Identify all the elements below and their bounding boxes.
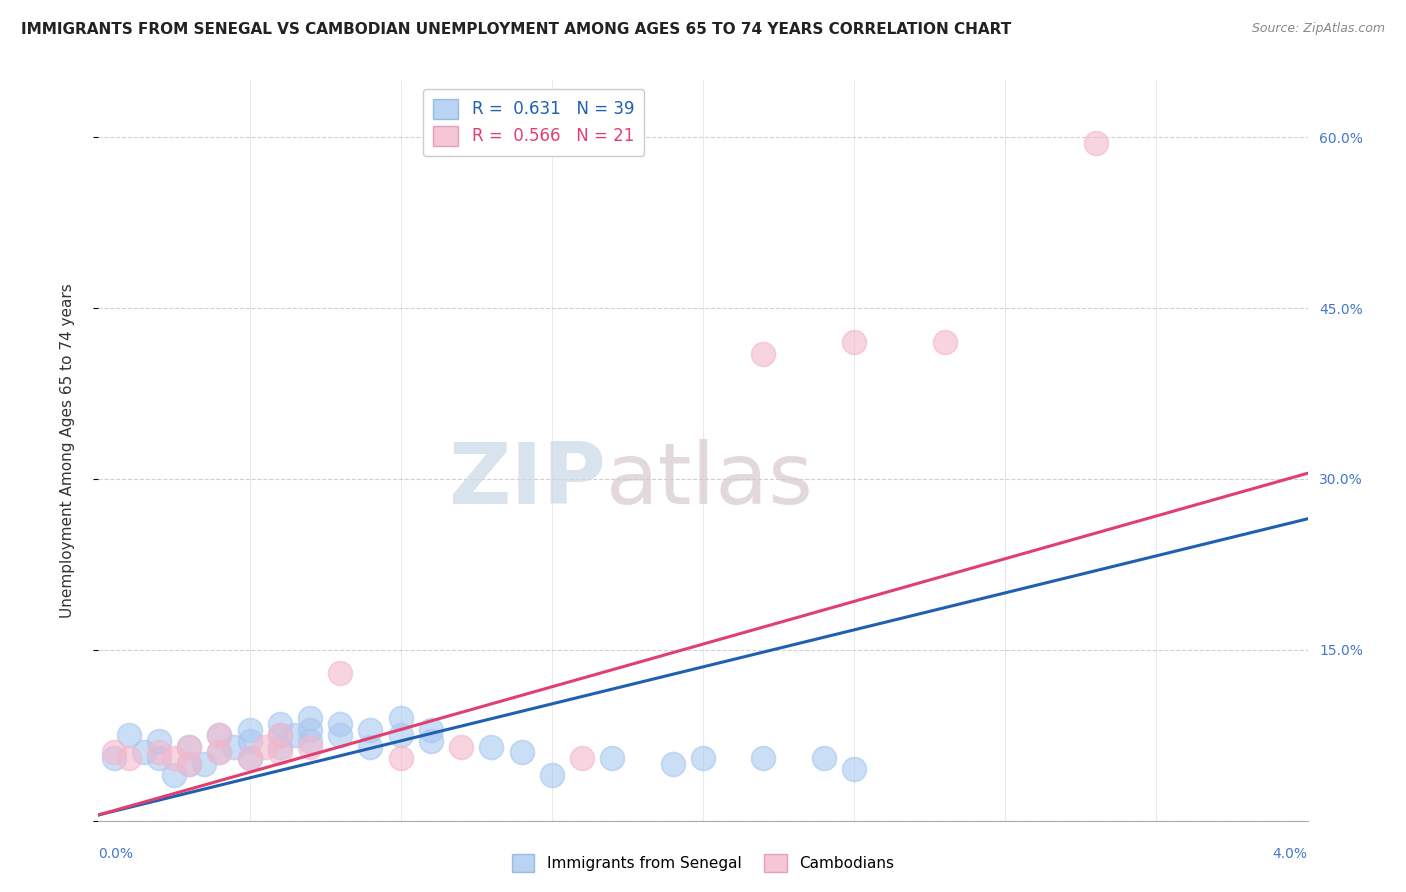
Point <box>752 346 775 360</box>
Y-axis label: Unemployment Among Ages 65 to 74 years: Unemployment Among Ages 65 to 74 years <box>60 283 75 618</box>
Point <box>329 665 352 680</box>
Point <box>239 734 262 748</box>
Point <box>239 723 262 737</box>
Point <box>253 739 276 754</box>
Point <box>269 728 291 742</box>
Point <box>844 335 866 350</box>
Point <box>103 751 125 765</box>
Point <box>571 751 593 765</box>
Point <box>420 723 443 737</box>
Point <box>179 739 201 754</box>
Point <box>299 734 322 748</box>
Point <box>269 728 291 742</box>
Point <box>148 751 170 765</box>
Point <box>208 745 231 759</box>
Point <box>420 734 443 748</box>
Point <box>239 751 262 765</box>
Point <box>269 745 291 759</box>
Point <box>360 739 382 754</box>
Point <box>179 756 201 771</box>
Point <box>179 756 201 771</box>
Point <box>389 728 412 742</box>
Point <box>540 768 562 782</box>
Point <box>692 751 714 765</box>
Point <box>148 734 170 748</box>
Point <box>208 728 231 742</box>
Text: IMMIGRANTS FROM SENEGAL VS CAMBODIAN UNEMPLOYMENT AMONG AGES 65 TO 74 YEARS CORR: IMMIGRANTS FROM SENEGAL VS CAMBODIAN UNE… <box>21 22 1011 37</box>
Text: 0.0%: 0.0% <box>98 847 134 861</box>
Point <box>602 751 624 765</box>
Point <box>752 751 775 765</box>
Point <box>208 728 231 742</box>
Point <box>179 739 201 754</box>
Point <box>269 716 291 731</box>
Text: ZIP: ZIP <box>449 439 606 522</box>
Point <box>481 739 503 754</box>
Point <box>299 711 322 725</box>
Point <box>389 751 412 765</box>
Point <box>148 745 170 759</box>
Point <box>269 739 291 754</box>
Point <box>299 723 322 737</box>
Point <box>299 739 322 754</box>
Point <box>284 728 307 742</box>
Point <box>329 716 352 731</box>
Point <box>389 711 412 725</box>
Point <box>329 728 352 742</box>
Point <box>360 723 382 737</box>
Point <box>1085 136 1108 150</box>
Point <box>163 768 186 782</box>
Point <box>224 739 246 754</box>
Point <box>103 745 125 759</box>
Point <box>661 756 683 771</box>
Legend: R =  0.631   N = 39, R =  0.566   N = 21: R = 0.631 N = 39, R = 0.566 N = 21 <box>423 88 644 156</box>
Point <box>844 763 866 777</box>
Text: Source: ZipAtlas.com: Source: ZipAtlas.com <box>1251 22 1385 36</box>
Point <box>934 335 956 350</box>
Point <box>813 751 835 765</box>
Point <box>450 739 472 754</box>
Point <box>208 745 231 759</box>
Legend: Immigrants from Senegal, Cambodians: Immigrants from Senegal, Cambodians <box>503 846 903 880</box>
Point <box>163 751 186 765</box>
Text: atlas: atlas <box>606 439 814 522</box>
Point <box>510 745 533 759</box>
Text: 4.0%: 4.0% <box>1272 847 1308 861</box>
Point <box>193 756 215 771</box>
Point <box>118 728 141 742</box>
Point <box>132 745 155 759</box>
Point <box>239 751 262 765</box>
Point <box>118 751 141 765</box>
